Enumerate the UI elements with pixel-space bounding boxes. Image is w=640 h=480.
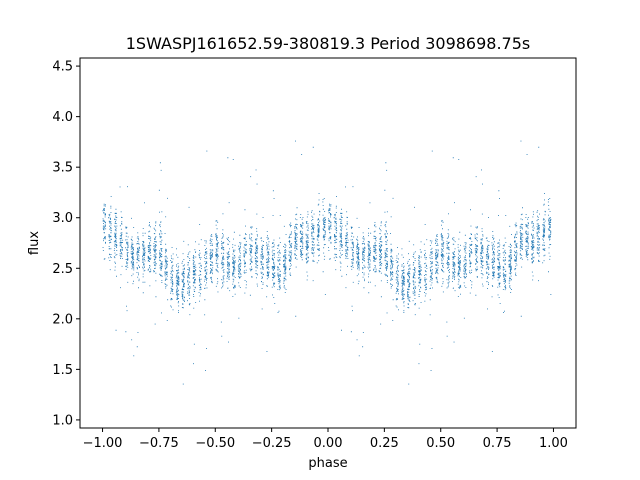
- y-axis-ticks: 1.0 1.5 2.0 2.5 3.0 3.5 4.0 4.5: [52, 60, 80, 428]
- x-tick-label: 0.75: [483, 436, 512, 451]
- chart-title: 1SWASPJ161652.59-380819.3 Period 3098698…: [126, 34, 531, 53]
- scatter-points: [102, 140, 552, 385]
- x-axis-label: phase: [308, 456, 347, 471]
- x-tick-label: −1.00: [83, 436, 123, 451]
- x-tick-label: 0.25: [370, 436, 399, 451]
- y-tick-label: 3.5: [52, 161, 73, 176]
- y-tick-label: 1.5: [52, 363, 73, 378]
- y-tick-label: 2.5: [52, 262, 73, 277]
- scatter-marks: [102, 140, 552, 385]
- y-tick-label: 3.0: [52, 211, 73, 226]
- y-tick-label: 1.0: [52, 413, 73, 428]
- x-tick-label: −0.25: [252, 436, 292, 451]
- x-axis-ticks: −1.00 −0.75 −0.50 −0.25 0.00 0.25 0.50 0.75 1.00: [83, 428, 568, 451]
- x-tick-label: −0.75: [139, 436, 179, 451]
- y-tick-label: 4.0: [52, 110, 73, 125]
- y-axis-label: flux: [27, 231, 42, 255]
- y-tick-label: 2.0: [52, 312, 73, 327]
- x-tick-label: 0.50: [426, 436, 455, 451]
- x-tick-label: 0.00: [314, 436, 343, 451]
- y-tick-label: 4.5: [52, 60, 73, 75]
- x-tick-label: 1.00: [539, 436, 568, 451]
- x-tick-label: −0.50: [195, 436, 235, 451]
